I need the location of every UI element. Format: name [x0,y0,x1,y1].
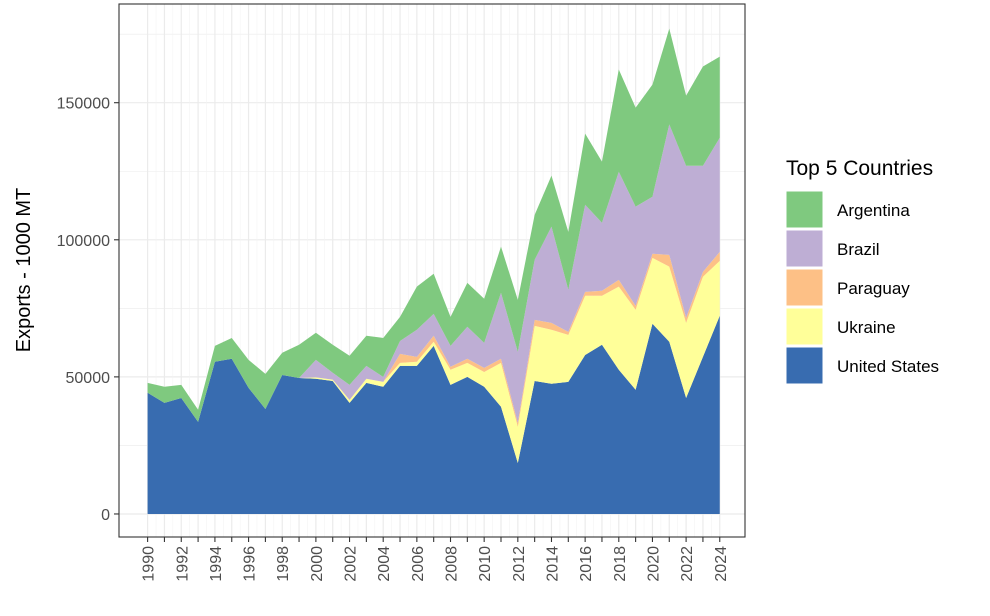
area-argentina [147,28,720,422]
x-tick-label: 2010 [477,546,494,582]
x-tick-label: 1996 [242,546,259,582]
legend-label: Ukraine [837,318,896,337]
x-tick-label: 2016 [578,546,595,582]
x-tick-label: 2014 [544,546,561,582]
y-tick-label: 0 [101,507,110,524]
legend-label: United States [837,357,939,376]
x-tick-label: 1994 [208,546,225,582]
x-tick-label: 2008 [444,546,461,582]
x-tick-label: 2002 [343,546,360,582]
x-axis: 1990 1992 1994 1996 1998 2000 2002 2004 2006 2008… [141,537,730,582]
legend-key-brazil [785,229,824,268]
area-brazil [147,124,720,423]
y-tick-label: 150000 [57,96,110,113]
panel-border [118,3,746,538]
x-tick-label: 2000 [309,546,326,582]
legend-key-united-states [785,346,824,385]
x-tick-label: 1998 [275,546,292,582]
y-axis: 0 50000 100000 150000 [57,96,119,524]
area-united-states [147,315,720,514]
areas [147,28,720,514]
legend-label: Brazil [837,240,880,259]
y-tick-label: 100000 [57,233,110,250]
legend-key-paraguay [785,268,824,307]
area-paraguay [147,251,720,427]
legend-title: Top 5 Countries [786,157,933,180]
legend-label: Argentina [837,201,910,220]
x-tick-label: 1992 [174,546,191,582]
legend-label: Paraguay [837,279,910,298]
x-tick-label: 2018 [612,546,629,582]
x-tick-label: 1990 [141,546,158,582]
x-tick-label: 2024 [713,546,730,582]
x-tick-label: 2020 [645,546,662,582]
legend-key-argentina [785,190,824,229]
x-tick-label: 2022 [679,546,696,582]
x-tick-label: 2006 [410,546,427,582]
x-tick-label: 2012 [511,546,528,582]
x-tick-label: 2004 [376,546,393,582]
legend-key-ukraine [785,307,824,346]
y-tick-label: 50000 [66,370,111,387]
y-axis-title: Exports - 1000 MT [13,188,35,353]
legend: Top 5 Countries Argentina Brazil Paraguay U… [785,157,939,385]
area-ukraine [147,257,720,463]
